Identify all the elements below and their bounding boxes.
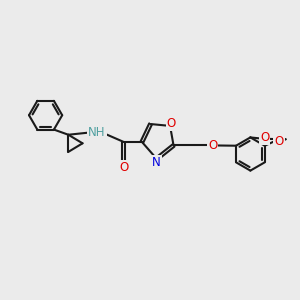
Text: N: N (152, 155, 161, 169)
Text: O: O (260, 131, 269, 144)
Text: O: O (208, 139, 218, 152)
Text: O: O (274, 135, 283, 148)
Text: O: O (119, 161, 128, 174)
Text: O: O (167, 117, 176, 130)
Text: NH: NH (88, 126, 106, 139)
